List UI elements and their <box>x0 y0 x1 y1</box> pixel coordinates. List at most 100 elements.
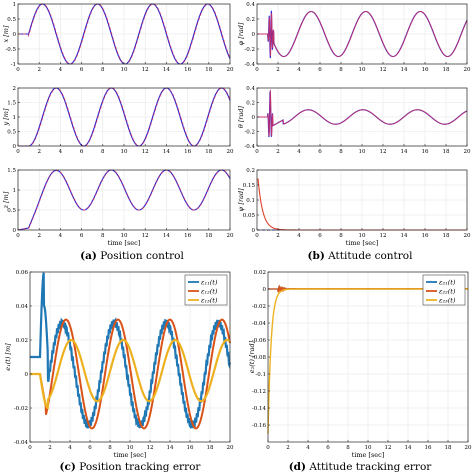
x-tick-label: 16 <box>184 67 191 73</box>
y-tick-label: 0 <box>13 228 17 234</box>
x-tick-label: 4 <box>68 445 72 451</box>
x-tick-label: 20 <box>227 233 234 239</box>
x-tick-label: 18 <box>205 233 212 239</box>
x-tick-label: 18 <box>205 67 212 73</box>
y-tick-label: 0.05 <box>243 213 256 219</box>
x-tick-label: 18 <box>443 67 450 73</box>
x-tick-label: 8 <box>101 233 105 239</box>
y-tick-label: 0.04 <box>16 304 29 310</box>
series-e11 <box>30 272 232 430</box>
y-tick-label: 0.2 <box>246 101 255 107</box>
x-axis-label-pos_err: time [sec] <box>114 451 147 459</box>
x-tick-label: 6 <box>80 149 84 155</box>
x-tick-label: 20 <box>464 67 471 73</box>
x-tick-label: 8 <box>339 149 343 155</box>
x-tick-label: 14 <box>405 445 412 451</box>
x-tick-label: 2 <box>276 149 280 155</box>
y-axis-label-phi: φ [rad] <box>237 22 245 45</box>
x-tick-label: 12 <box>142 149 149 155</box>
x-tick-label: 16 <box>422 233 429 239</box>
x-tick-label: 4 <box>59 233 63 239</box>
series-y-actual <box>18 87 231 147</box>
x-tick-label: 2 <box>37 149 41 155</box>
y-tick-label: -0.4 <box>244 62 255 68</box>
panel-y: 0 2 4 6 8 10 12 14 16 18 20 0 0.5 1 1.5 2 y [m] <box>2 86 234 155</box>
y-tick-label: -0.06 <box>252 338 267 344</box>
y-tick-label: 0.1 <box>246 198 255 204</box>
x-tick-label: 4 <box>59 67 63 73</box>
x-axis-label-att_err: time [sec] <box>352 451 385 459</box>
y-tick-label: 0 <box>263 287 267 293</box>
y-axis-label-theta: θ [rad] <box>237 105 245 128</box>
y-axis-label-x: x [m] <box>2 25 10 42</box>
series-theta-actual <box>257 89 468 137</box>
x-tick-label: 10 <box>127 445 134 451</box>
y-tick-label: 0.2 <box>246 17 255 23</box>
x-tick-label: 12 <box>380 233 387 239</box>
x-tick-label: 16 <box>422 149 429 155</box>
x-tick-label: 0 <box>28 445 32 451</box>
x-tick-label: 10 <box>365 445 372 451</box>
caption-b-label: (b) <box>307 250 325 262</box>
x-tick-label: 2 <box>286 445 290 451</box>
x-tick-label: 4 <box>59 149 63 155</box>
series-x-actual <box>18 3 231 65</box>
y-tick-label: 1.5 <box>7 101 16 107</box>
x-tick-label: 6 <box>318 67 322 73</box>
x-axis-label-z: time [sec] <box>108 239 141 247</box>
y-tick-label: 0.5 <box>7 130 16 136</box>
y-tick-label: 1 <box>13 115 17 121</box>
y-tick-label: -0.16 <box>252 423 267 429</box>
y-tick-label: 0.15 <box>243 183 256 189</box>
x-tick-label: 8 <box>339 233 343 239</box>
y-tick-label: 0.5 <box>7 17 16 23</box>
x-tick-label: 10 <box>359 67 366 73</box>
y-tick-label: 0.4 <box>246 2 255 8</box>
y-tick-label: -0.04 <box>252 321 267 327</box>
x-tick-label: 12 <box>147 445 154 451</box>
y-tick-label: -0.2 <box>244 47 255 53</box>
x-tick-label: 0 <box>16 233 20 239</box>
y-tick-label: 0 <box>25 372 29 378</box>
caption-b-text: Attitude control <box>328 250 413 262</box>
legend-entry: ε₂₁(t) <box>439 279 456 287</box>
y-tick-label: -0.1 <box>255 372 266 378</box>
x-tick-label: 20 <box>227 445 234 451</box>
x-tick-label: 12 <box>142 233 149 239</box>
y-axis-label-y: y [m] <box>2 108 10 126</box>
x-tick-label: 16 <box>184 149 191 155</box>
x-tick-label: 6 <box>80 233 84 239</box>
x-tick-label: 2 <box>48 445 52 451</box>
legend-entry: ε₂₂(t) <box>439 288 456 296</box>
x-tick-label: 10 <box>359 233 366 239</box>
y-tick-label: -0.04 <box>14 440 29 446</box>
x-tick-label: 16 <box>187 445 194 451</box>
x-tick-label: 6 <box>318 233 322 239</box>
x-tick-label: 0 <box>266 445 270 451</box>
x-tick-label: 10 <box>359 149 366 155</box>
x-tick-label: 2 <box>276 233 280 239</box>
y-tick-label: -0.12 <box>252 389 266 395</box>
legend-entry: ε₁₃(t) <box>201 297 218 305</box>
x-tick-label: 6 <box>318 149 322 155</box>
x-tick-label: 4 <box>297 233 301 239</box>
series-phi-actual <box>257 11 468 57</box>
x-axis-label-psi: time [sec] <box>346 239 379 247</box>
x-tick-label: 16 <box>422 67 429 73</box>
y-tick-label: -0.14 <box>252 406 267 412</box>
x-tick-label: 2 <box>276 67 280 73</box>
series-e13 <box>30 338 231 410</box>
legend-entry: ε₂₃(t) <box>439 297 456 305</box>
panel-x: 0 2 4 6 8 10 12 14 16 18 20 -1 -0.5 0 0.5 1 x [m] <box>2 2 234 73</box>
y-tick-label: 0 <box>13 144 17 150</box>
series-z-actual <box>17 169 231 231</box>
x-tick-label: 4 <box>306 445 310 451</box>
caption-b: (b) Attitude control <box>300 250 420 262</box>
y-tick-label: 0.02 <box>254 270 266 276</box>
y-axis-label-pos_err: e₁(t) [m] <box>4 343 12 371</box>
panel-psi: 0 2 4 6 8 10 12 14 16 18 20 0 0.05 0.1 0.15 0.2 ψ [rad] t… <box>237 168 471 247</box>
x-tick-label: 20 <box>464 149 471 155</box>
y-tick-label: -0.4 <box>244 144 255 150</box>
x-tick-label: 8 <box>101 149 105 155</box>
